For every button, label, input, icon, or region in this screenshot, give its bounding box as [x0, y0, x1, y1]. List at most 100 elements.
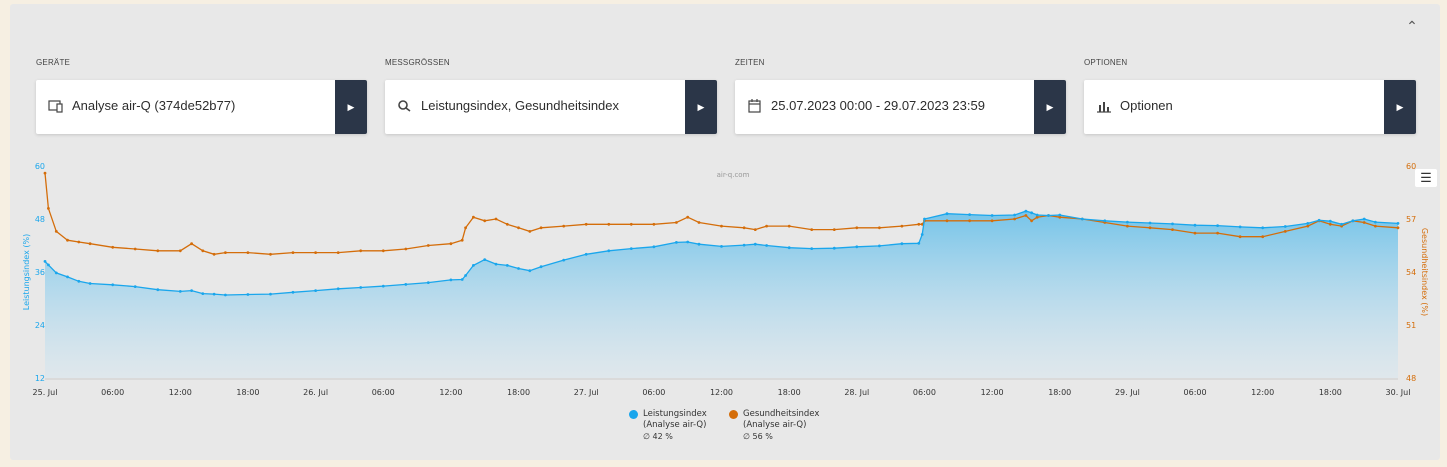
gesundheitsindex-point [133, 247, 137, 251]
leistungsindex-point [190, 289, 194, 292]
y-left-tick-label: 24 [35, 321, 45, 330]
y-left-tick-label: 48 [35, 215, 45, 224]
leistungsindex-point [1013, 213, 1016, 217]
gesundheitsindex-point [1283, 230, 1287, 233]
gesundheitsindex-point [505, 222, 509, 226]
hamburger-menu-icon[interactable]: ☰ [1415, 169, 1437, 187]
devices-label: GERÄTE [36, 58, 71, 67]
leistungsindex-area [45, 211, 1398, 378]
x-tick-label: 26. Jul [303, 388, 328, 397]
leistungsindex-point [1351, 219, 1355, 223]
leistungsindex-point [1328, 219, 1332, 223]
gesundheitsindex-point [1148, 226, 1152, 230]
gesundheitsindex-point [787, 224, 791, 228]
gesundheitsindex-point [539, 226, 543, 230]
measurement-selector[interactable]: Leistungsindex, Gesundheitsindex ▶ [385, 80, 717, 134]
leistungsindex-point [88, 282, 92, 285]
x-tick-label: 27. Jul [574, 388, 599, 397]
device-selector-arrow-button[interactable]: ▶ [335, 80, 367, 134]
y-right-tick-label: 51 [1406, 321, 1416, 330]
gesundheitsindex-point [156, 249, 160, 253]
gesundheitsindex-point [43, 171, 47, 175]
gesundheitsindex-point [1238, 235, 1242, 239]
gesundheitsindex-point [1024, 214, 1028, 217]
legend-marker [629, 410, 638, 419]
measurement-selector-arrow-button[interactable]: ▶ [685, 80, 717, 134]
gesundheitsindex-point [517, 226, 520, 230]
measurements-label: MESSGRÖSSEN [385, 58, 450, 67]
leistungsindex-point [460, 278, 464, 281]
gesundheitsindex-point [1328, 222, 1332, 226]
chevron-up-icon[interactable]: ⌃ [1406, 18, 1418, 34]
x-tick-label: 06:00 [642, 388, 665, 397]
leistungsindex-point [562, 258, 566, 262]
legend-marker [729, 410, 738, 419]
y-right-tick-label: 57 [1406, 215, 1416, 224]
leistungsindex-point [133, 285, 137, 288]
x-tick-label: 30. Jul [1386, 388, 1411, 397]
leistungsindex-point [66, 275, 69, 279]
x-tick-label: 06:00 [1184, 388, 1207, 397]
leistungsindex-point [742, 243, 746, 247]
gesundheitsindex-point [494, 217, 498, 221]
options-label: OPTIONEN [1084, 58, 1128, 67]
leistungsindex-point [111, 283, 115, 287]
gesundheitsindex-point [212, 252, 216, 256]
gesundheitsindex-point [359, 249, 363, 253]
leistungsindex-point [1080, 217, 1084, 221]
gesundheitsindex-point [1013, 217, 1016, 221]
gesundheitsindex-point [472, 215, 475, 219]
leistungsindex-point [810, 247, 814, 251]
x-tick-label: 18:00 [236, 388, 259, 397]
leistungsindex-point [900, 242, 904, 246]
leistungsindex-point [720, 245, 723, 248]
leistungsindex-point [426, 281, 430, 284]
gesundheitsindex-point [47, 207, 50, 210]
chart-credit: air-q.com [717, 171, 750, 179]
leistungsindex-point [212, 292, 216, 296]
options-selector[interactable]: Optionen ▶ [1084, 80, 1416, 134]
leistungsindex-point [336, 287, 340, 291]
gesundheitsindex-point [765, 224, 768, 228]
leistungsindex-point [359, 286, 363, 289]
leistungsindex-point [1362, 217, 1366, 221]
gesundheitsindex-point [190, 242, 194, 246]
x-tick-label: 12:00 [710, 388, 733, 397]
time-selector-arrow-button[interactable]: ▶ [1034, 80, 1066, 134]
gesundheitsindex-point [426, 244, 430, 247]
gesundheitsindex-point [1126, 224, 1129, 228]
gesundheitsindex-point [291, 251, 295, 255]
gesundheitsindex-point [314, 251, 317, 255]
leistungsindex-point [753, 242, 757, 246]
y-left-tick-label: 36 [35, 268, 45, 277]
leistungsindex-point [1058, 213, 1062, 217]
x-tick-label: 12:00 [1251, 388, 1274, 397]
x-tick-label: 12:00 [169, 388, 192, 397]
gesundheitsindex-point [1193, 231, 1197, 235]
time-selector[interactable]: 25.07.2023 00:00 - 29.07.2023 23:59 ▶ [735, 80, 1066, 134]
gesundheitsindex-point [88, 242, 92, 246]
y-left-axis-title: Leistungsindex (%) [22, 234, 31, 310]
y-right-tick-label: 60 [1406, 162, 1416, 171]
x-tick-label: 25. Jul [33, 388, 58, 397]
y-right-tick-label: 54 [1406, 268, 1416, 277]
leistungsindex-point [920, 233, 924, 236]
gesundheitsindex-point [528, 230, 532, 233]
x-tick-label: 06:00 [101, 388, 124, 397]
gesundheitsindex-point [246, 251, 250, 255]
legend-item-leistungsindex[interactable]: Leistungsindex (Analyse air-Q) ∅ 42 % [629, 409, 707, 442]
gesundheitsindex-point [629, 222, 633, 226]
leistungsindex-point [156, 288, 160, 292]
gesundheitsindex-point [584, 222, 588, 226]
legend-item-gesundheitsindex[interactable]: Gesundheitsindex (Analyse air-Q) ∅ 56 % [729, 409, 819, 442]
leistungsindex-point [449, 278, 453, 282]
options-selector-arrow-button[interactable]: ▶ [1384, 80, 1416, 134]
gesundheitsindex-point [66, 238, 69, 242]
device-selector[interactable]: Analyse air-Q (374de52b77) ▶ [36, 80, 367, 134]
leistungsindex-point [47, 263, 50, 267]
gesundheitsindex-point [990, 219, 994, 223]
leistungsindex-point [584, 252, 588, 256]
gesundheitsindex-point [968, 219, 971, 223]
leistungsindex-point [652, 245, 656, 249]
gesundheitsindex-point [483, 219, 487, 223]
